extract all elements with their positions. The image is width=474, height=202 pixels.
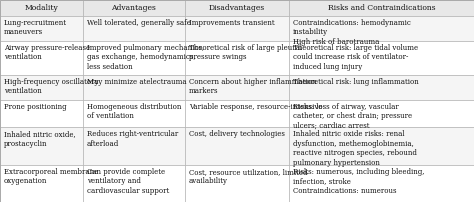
Bar bbox=[83, 16, 185, 41]
Text: Lung-recruitment
maneuvers: Lung-recruitment maneuvers bbox=[4, 19, 67, 36]
Text: Airway pressure-release
ventilation: Airway pressure-release ventilation bbox=[4, 44, 90, 61]
Bar bbox=[185, 75, 289, 100]
Text: Risks and Contraindications: Risks and Contraindications bbox=[328, 4, 436, 12]
Bar bbox=[0, 127, 83, 165]
Bar bbox=[0, 41, 83, 75]
Bar bbox=[185, 41, 289, 75]
Text: Variable response, resource-intensive: Variable response, resource-intensive bbox=[189, 103, 322, 111]
Text: May minimize atelectrauma: May minimize atelectrauma bbox=[87, 78, 187, 86]
Bar bbox=[83, 127, 185, 165]
Text: Extracorporeal membrane
oxygenation: Extracorporeal membrane oxygenation bbox=[4, 168, 98, 185]
Text: High-frequency oscillatory
ventilation: High-frequency oscillatory ventilation bbox=[4, 78, 99, 95]
Text: Concern about higher inflammation
markers: Concern about higher inflammation marker… bbox=[189, 78, 316, 95]
Bar bbox=[83, 165, 185, 202]
Bar bbox=[0, 100, 83, 127]
Text: Theoretical risk: lung inflammation: Theoretical risk: lung inflammation bbox=[293, 78, 419, 86]
Bar bbox=[83, 75, 185, 100]
Bar bbox=[0, 16, 83, 41]
Text: Advantages: Advantages bbox=[111, 4, 156, 12]
Text: Contraindications: hemodynamic
instability
High risk of barotrauma: Contraindications: hemodynamic instabili… bbox=[293, 19, 411, 46]
Bar bbox=[185, 100, 289, 127]
Text: Inhaled nitric oxide risks: renal
dysfunction, methemoglobinemia,
reactive nitro: Inhaled nitric oxide risks: renal dysfun… bbox=[293, 130, 417, 167]
Text: Cost, resource utilization, limited
availability: Cost, resource utilization, limited avai… bbox=[189, 168, 307, 185]
Text: Risks: loss of airway, vascular
catheter, or chest drain; pressure
ulcers; cardi: Risks: loss of airway, vascular catheter… bbox=[293, 103, 412, 130]
Bar bbox=[185, 127, 289, 165]
Text: Disadvantages: Disadvantages bbox=[209, 4, 265, 12]
Bar bbox=[289, 165, 474, 202]
Text: Well tolerated, generally safe: Well tolerated, generally safe bbox=[87, 19, 191, 27]
Text: Theoretical risk of large pleural
pressure swings: Theoretical risk of large pleural pressu… bbox=[189, 44, 302, 61]
Text: Can provide complete
ventilatory and
cardiovascular support: Can provide complete ventilatory and car… bbox=[87, 168, 169, 195]
Bar bbox=[185, 165, 289, 202]
Text: Homogeneous distribution
of ventilation: Homogeneous distribution of ventilation bbox=[87, 103, 182, 120]
Bar bbox=[185, 0, 289, 16]
Bar bbox=[289, 75, 474, 100]
Text: Modality: Modality bbox=[25, 4, 58, 12]
Text: Prone positioning: Prone positioning bbox=[4, 103, 67, 111]
Bar bbox=[0, 165, 83, 202]
Bar bbox=[83, 0, 185, 16]
Bar bbox=[289, 0, 474, 16]
Bar bbox=[289, 100, 474, 127]
Bar bbox=[185, 16, 289, 41]
Text: Improved pulmonary mechanics,
gas exchange, hemodynamics,
less sedation: Improved pulmonary mechanics, gas exchan… bbox=[87, 44, 204, 71]
Bar bbox=[0, 0, 83, 16]
Bar bbox=[83, 100, 185, 127]
Bar bbox=[0, 75, 83, 100]
Bar bbox=[289, 127, 474, 165]
Text: Improvements transient: Improvements transient bbox=[189, 19, 274, 27]
Bar bbox=[289, 16, 474, 41]
Text: Risks: numerous, including bleeding,
infection, stroke
Contraindications: numero: Risks: numerous, including bleeding, inf… bbox=[293, 168, 425, 195]
Text: Cost, delivery technologies: Cost, delivery technologies bbox=[189, 130, 285, 138]
Bar bbox=[83, 41, 185, 75]
Bar bbox=[289, 41, 474, 75]
Text: Reduces right-ventricular
afterload: Reduces right-ventricular afterload bbox=[87, 130, 178, 148]
Text: Inhaled nitric oxide,
prostacyclin: Inhaled nitric oxide, prostacyclin bbox=[4, 130, 76, 148]
Text: Theoretical risk: large tidal volume
could increase risk of ventilator-
induced : Theoretical risk: large tidal volume cou… bbox=[293, 44, 418, 71]
